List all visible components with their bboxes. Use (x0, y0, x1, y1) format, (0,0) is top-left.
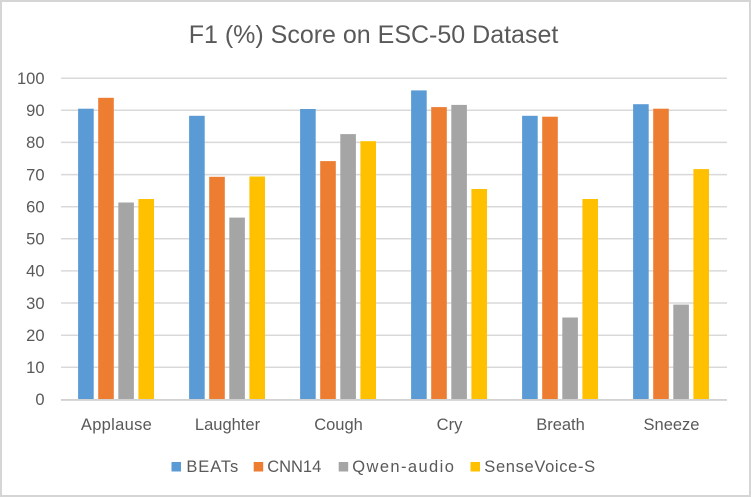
svg-text:0: 0 (35, 391, 44, 409)
svg-text:Breath: Breath (536, 416, 585, 434)
svg-text:10: 10 (26, 359, 44, 377)
svg-text:20: 20 (26, 327, 44, 345)
svg-text:80: 80 (26, 134, 44, 152)
svg-text:Laughter: Laughter (195, 416, 261, 434)
svg-text:60: 60 (26, 199, 44, 217)
svg-text:CNN14: CNN14 (267, 458, 321, 476)
svg-text:F1 (%) Score on ESC-50 Dataset: F1 (%) Score on ESC-50 Dataset (189, 21, 559, 49)
svg-text:Sneeze: Sneeze (644, 416, 700, 434)
svg-text:Cough: Cough (314, 416, 363, 434)
svg-text:BEATs: BEATs (186, 458, 239, 476)
svg-text:40: 40 (26, 263, 44, 281)
svg-text:30: 30 (26, 295, 44, 313)
svg-text:Cry: Cry (437, 416, 463, 434)
svg-text:SenseVoice-S: SenseVoice-S (484, 458, 595, 476)
svg-text:70: 70 (26, 166, 44, 184)
svg-text:100: 100 (17, 70, 45, 88)
svg-text:Qwen-audio: Qwen-audio (352, 458, 455, 476)
svg-text:50: 50 (26, 231, 44, 249)
svg-text:90: 90 (26, 102, 44, 120)
svg-text:Applause: Applause (81, 416, 152, 434)
